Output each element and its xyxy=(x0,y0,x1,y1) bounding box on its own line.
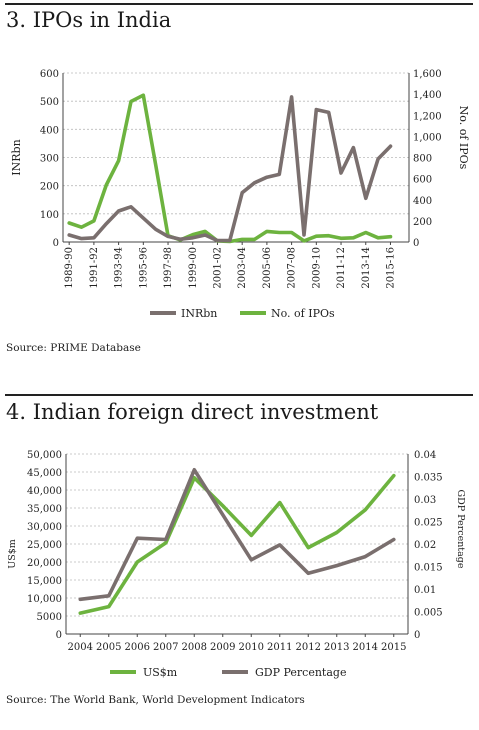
x-tick-label: 1997-98 xyxy=(163,247,174,289)
x-tick-label: 2014 xyxy=(353,642,378,653)
y-axis-title: US$m xyxy=(7,539,18,569)
x-tick-label: 2005 xyxy=(96,642,121,653)
panel-1-top-rule xyxy=(5,3,473,5)
x-tick-label: 2006 xyxy=(125,642,150,653)
y2-tick-label: 1,400 xyxy=(413,90,442,101)
chart-2-source: Source: The World Bank, World Developmen… xyxy=(6,694,305,706)
y2-tick-label: 1,200 xyxy=(413,111,442,122)
x-tick-label: 1999-00 xyxy=(188,247,199,289)
x-tick-label: 2009 xyxy=(210,642,235,653)
y-tick-label: 500 xyxy=(40,97,59,108)
series-line-inrbn xyxy=(67,95,393,243)
legend-label: GDP Percentage xyxy=(255,666,346,679)
legend-label: INRbn xyxy=(181,307,217,320)
x-tick-label: 1993-94 xyxy=(114,247,125,289)
y-tick-label: 5000 xyxy=(37,612,62,623)
y-tick-label: 40,000 xyxy=(27,486,62,497)
y2-tick-label: 0.015 xyxy=(414,563,443,574)
y2-axis-title: No. of IPOs xyxy=(457,106,470,170)
x-tick-label: 2012 xyxy=(296,642,321,653)
fdi-chart: 0 5000 10,000 15,000 20,000 25,000 30,000 35,00… xyxy=(7,450,466,679)
legend-label: No. of IPOs xyxy=(271,307,335,320)
y-tick-label: 100 xyxy=(40,210,59,221)
x-tick-label: 2007-08 xyxy=(287,247,298,289)
x-tick-label: 2011-12 xyxy=(336,247,347,289)
y2-tick-label: 1,600 xyxy=(413,69,442,80)
y2-tick-label: 0.02 xyxy=(414,540,436,551)
y-tick-label: 10,000 xyxy=(27,594,62,605)
chart-2-title: 4. Indian foreign direct investment xyxy=(6,400,379,424)
y-tick-label: 35,000 xyxy=(27,504,62,515)
y-tick-label: 15,000 xyxy=(27,576,62,587)
x-tick-label: 2011 xyxy=(267,642,292,653)
x-tick-label: 2009-10 xyxy=(311,247,322,289)
x-tick-label: 1991-92 xyxy=(89,247,100,289)
x-tick-label: 2005-06 xyxy=(262,247,273,289)
y2-tick-label: 0 xyxy=(414,630,420,641)
y2-tick-label: 800 xyxy=(413,154,432,165)
x-tick-label: 2003-04 xyxy=(237,247,248,289)
x-tick-label: 1989-90 xyxy=(64,247,75,289)
y-tick-label: 30,000 xyxy=(27,522,62,533)
y2-tick-label: 0.005 xyxy=(414,608,443,619)
y2-tick-label: 400 xyxy=(413,196,432,207)
y2-axis-title: GDP Percentage xyxy=(455,490,466,569)
panel-2-top-rule xyxy=(5,394,473,396)
x-tick-label: 2008 xyxy=(182,642,207,653)
y2-tick-label: 0.04 xyxy=(414,450,436,461)
y-tick-label: 45,000 xyxy=(27,468,62,479)
x-tick-label: 2007 xyxy=(153,642,178,653)
x-tick-label: 2015 xyxy=(381,642,406,653)
x-tick-label: 2013-14 xyxy=(361,247,372,289)
x-tick-label: 1995-96 xyxy=(138,247,149,289)
y-tick-label: 0 xyxy=(56,630,62,641)
y-tick-label: 400 xyxy=(40,125,59,136)
x-tick-label: 2010 xyxy=(239,642,264,653)
y-tick-label: 200 xyxy=(40,182,59,193)
y2-tick-label: 200 xyxy=(413,217,432,228)
y2-tick-label: 0.035 xyxy=(414,473,443,484)
y-tick-label: 50,000 xyxy=(27,450,62,461)
series-line-gdp-percentage xyxy=(78,467,396,602)
y-tick-label: 25,000 xyxy=(27,540,62,551)
series-line-us-m xyxy=(78,473,396,615)
x-tick-label: 2001-02 xyxy=(212,247,223,289)
chart-1-source: Source: PRIME Database xyxy=(6,342,141,354)
y2-tick-label: 0.01 xyxy=(414,585,436,596)
x-tick-label: 2015-16 xyxy=(385,247,396,289)
y2-tick-label: 0.025 xyxy=(414,518,443,529)
ipo-chart: 0 100 200 300 400 500 600 0 200 400 600 800 1,000 1,2… xyxy=(10,69,470,320)
y-axis-title: INRbn xyxy=(10,139,23,175)
y-tick-label: 600 xyxy=(40,69,59,80)
y-tick-label: 20,000 xyxy=(27,558,62,569)
y2-tick-label: 600 xyxy=(413,175,432,186)
y2-tick-label: 0.03 xyxy=(414,495,436,506)
chart-1-title: 3. IPOs in India xyxy=(6,8,172,32)
y-tick-label: 300 xyxy=(40,154,59,165)
y2-tick-label: 0 xyxy=(413,238,419,249)
y2-tick-label: 1,000 xyxy=(413,132,442,143)
x-tick-label: 2004 xyxy=(68,642,93,653)
legend-label: US$m xyxy=(143,666,178,679)
y-tick-label: 0 xyxy=(53,238,59,249)
x-tick-label: 2013 xyxy=(324,642,349,653)
